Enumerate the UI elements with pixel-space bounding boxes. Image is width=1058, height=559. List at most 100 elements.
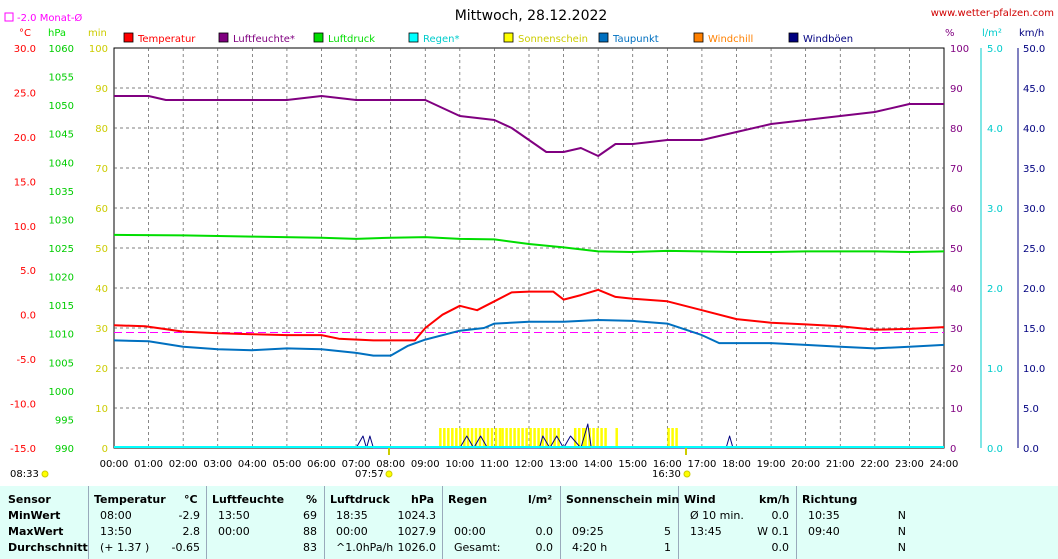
legend-label: Taupunkt — [612, 34, 659, 45]
temp-tick-label: 10.0 — [14, 222, 36, 233]
legend-label: Temperatur — [137, 34, 196, 45]
pressure-tick-label: 1005 — [49, 358, 74, 369]
table-divider — [560, 486, 561, 559]
time-tick-label: 06:00 — [307, 459, 336, 470]
time-tick-label: 08:00 — [376, 459, 405, 470]
sun-tick-label: 90 — [95, 84, 108, 95]
stat-press-time: ^1.0hPa/h — [336, 541, 394, 554]
temp-tick-label: 15.0 — [14, 177, 36, 188]
sunshine-stripe — [447, 428, 450, 448]
stat-label: MinWert — [8, 509, 61, 522]
time-tick-label: 18:00 — [722, 459, 751, 470]
temp-axis-unit: °C — [19, 28, 31, 39]
header-wind: Wind — [684, 493, 716, 506]
wind-axis-unit: km/h — [1019, 28, 1044, 39]
temp-tick-label: -10.0 — [10, 400, 36, 411]
sunshine-stripe — [584, 428, 587, 448]
time-tick-label: 04:00 — [238, 459, 267, 470]
sun-icon — [41, 470, 49, 478]
stat-hum-val: 83 — [303, 541, 317, 554]
monthly-avg-label: -2.0 Monat-Ø — [17, 12, 82, 24]
humidity-tick-label: 90 — [950, 84, 963, 95]
header-press-unit: hPa — [411, 493, 435, 506]
rain-tick-label: 3.0 — [987, 204, 1003, 215]
sunshine-stripe — [581, 428, 585, 448]
humidity-tick-label: 0 — [950, 444, 956, 455]
sunshine-stripe — [463, 428, 466, 448]
time-tick-label: 11:00 — [480, 459, 509, 470]
stat-temp-time: (+ 1.37 ) — [100, 541, 150, 554]
wind-tick-label: 20.0 — [1023, 284, 1045, 295]
rain-tick-label: 2.0 — [987, 284, 1003, 295]
sun-tick-label: 70 — [95, 164, 108, 175]
sunshine-stripe — [494, 428, 498, 448]
time-tick-label: 20:00 — [791, 459, 820, 470]
pressure-tick-label: 1025 — [49, 244, 74, 255]
stat-temp-time: 08:00 — [100, 509, 132, 522]
pressure-tick-label: 1020 — [49, 273, 74, 284]
rain-tick-label: 5.0 — [987, 44, 1003, 55]
time-tick-label: 16:00 — [653, 459, 682, 470]
sunshine-stripe — [533, 428, 536, 448]
rain-tick-label: 1.0 — [987, 364, 1003, 375]
pressure-tick-label: 1040 — [49, 158, 74, 169]
time-tick-label: 03:00 — [203, 459, 232, 470]
stat-wind-time: Ø 10 min. — [690, 509, 744, 522]
sunshine-stripe — [486, 428, 490, 448]
series-line-luftfeuchte — [114, 95, 944, 157]
stat-dir-time: 09:40 — [808, 525, 840, 538]
stat-press-val: 1026.0 — [397, 541, 437, 554]
wind-tick-label: 15.0 — [1023, 324, 1045, 335]
sunshine-stripe — [600, 428, 603, 448]
chart-title: Mittwoch, 28.12.2022 — [455, 8, 608, 24]
legend-swatch — [788, 32, 799, 43]
stat-label: MaxWert — [8, 525, 64, 538]
sunshine-stripe — [549, 428, 552, 448]
wind-tick-label: 40.0 — [1023, 124, 1045, 135]
sun-tick-label: 0 — [102, 444, 108, 455]
legend-swatch — [408, 32, 419, 43]
pressure-tick-label: 990 — [55, 444, 74, 455]
header-rain: Regen — [448, 493, 488, 506]
time-tick-label: 14:00 — [584, 459, 613, 470]
header-sun: Sonnenschein min — [566, 493, 680, 506]
stat-rain-time: Gesamt: — [454, 541, 501, 554]
sunshine-stripe — [553, 428, 556, 448]
stat-rain-val: 0.0 — [535, 541, 554, 554]
sunrise-time: 08:33 — [10, 469, 39, 480]
legend-swatch — [123, 32, 134, 43]
sun-tick-label: 30 — [95, 324, 108, 335]
header-dir: Richtung — [802, 493, 858, 506]
sunshine-bar — [439, 428, 466, 448]
sunshine-stripe — [455, 428, 458, 448]
table-divider — [442, 486, 443, 559]
sun-tick-label: 100 — [89, 44, 108, 55]
time-tick-label: 12:00 — [515, 459, 544, 470]
legend-label: Sonnenschein — [518, 34, 588, 45]
sunshine-bar — [573, 428, 585, 448]
stat-sun-time: 09:25 — [572, 525, 604, 538]
rain-tick-label: 0.0 — [987, 444, 1003, 455]
stat-temp-val: -0.65 — [171, 541, 200, 554]
axis-ticks: 30.0 25.0 20.0 15.0 10.0 5.0 0.0 -5.0 -10.0 -15.0… — [10, 44, 1045, 470]
stat-dir-time: 10:35 — [808, 509, 840, 522]
table-divider — [88, 486, 89, 559]
humidity-tick-label: 10 — [950, 404, 963, 415]
pressure-tick-label: 1050 — [49, 101, 74, 112]
stat-label: Durchschnitt — [8, 541, 88, 554]
sun-axis-unit: min — [88, 28, 107, 39]
series-line-taupunkt — [113, 319, 945, 357]
header-temp-unit: °C — [184, 493, 198, 506]
time-tick-label: 00:00 — [100, 459, 129, 470]
sunshine-stripe — [604, 428, 607, 448]
wind-tick-label: 35.0 — [1023, 164, 1045, 175]
wind-tick-label: 45.0 — [1023, 84, 1045, 95]
site-url[interactable]: www.wetter-pfalzen.com — [931, 8, 1054, 19]
stat-press-time: 00:00 — [336, 525, 368, 538]
sunshine-stripe — [596, 428, 599, 448]
sunset-time: 16:30 — [652, 469, 681, 480]
sun-tick-label: 80 — [95, 124, 108, 135]
temp-tick-label: -5.0 — [16, 355, 36, 366]
table-divider — [324, 486, 325, 559]
sunshine-stripe — [573, 428, 577, 448]
